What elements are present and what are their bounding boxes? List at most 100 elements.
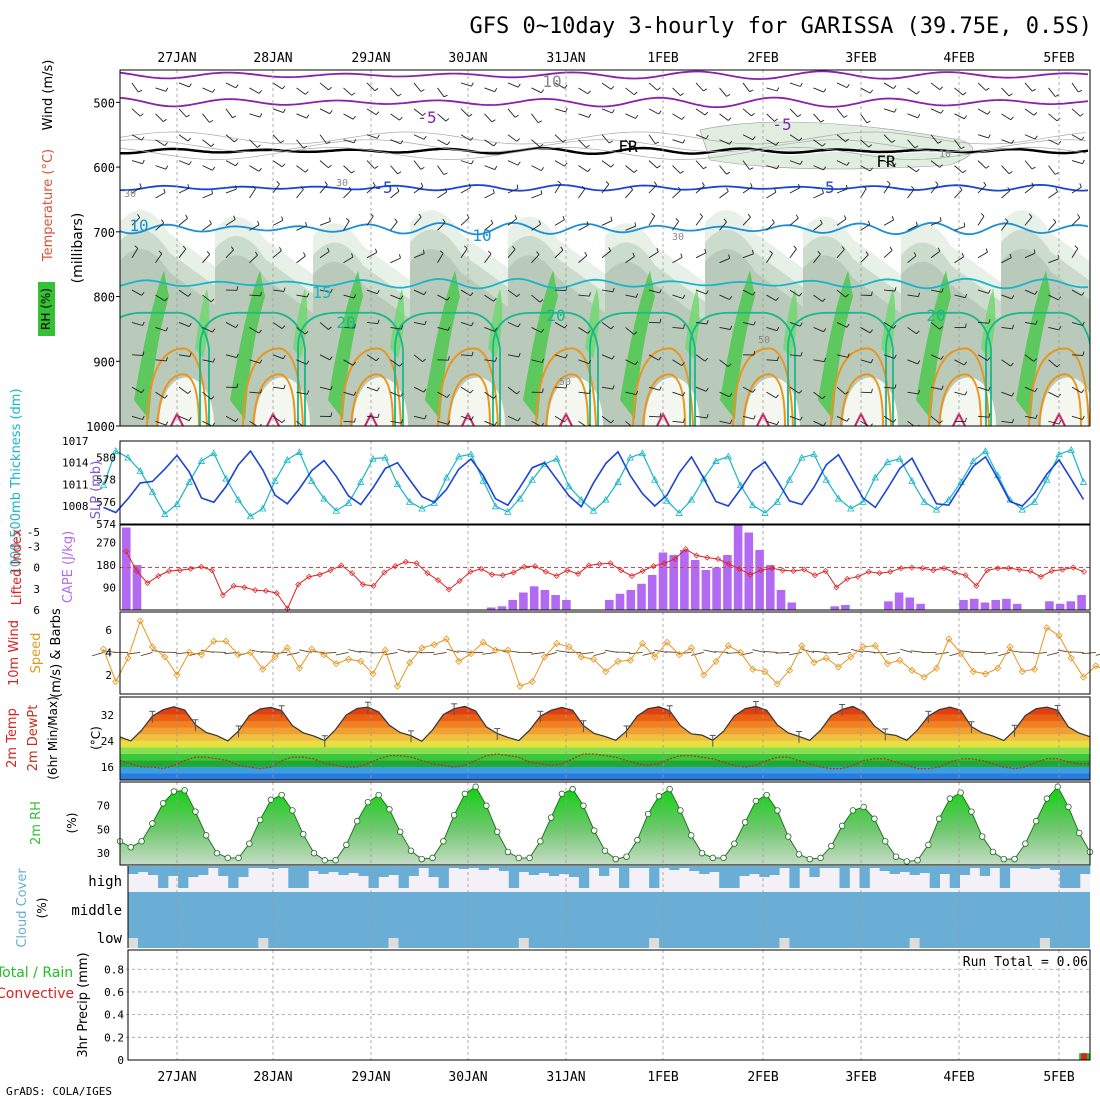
rh-point <box>375 791 382 799</box>
wind-barb <box>656 248 659 253</box>
wind-barb <box>601 160 612 168</box>
rh-point <box>591 827 598 834</box>
wind-barb <box>612 287 615 292</box>
panel-frame <box>119 69 1091 427</box>
wind-barb <box>446 296 451 301</box>
rh-point <box>192 808 199 815</box>
wind-barb <box>155 420 166 426</box>
wind-barb <box>941 385 944 390</box>
wind-barb <box>801 649 815 653</box>
wind-barb <box>319 322 329 330</box>
wind-barb <box>328 86 332 91</box>
rh-point <box>515 854 522 862</box>
y-tick-label: 270 <box>96 537 116 550</box>
thickness-point <box>896 454 904 462</box>
wind-barb <box>742 216 751 226</box>
cloud-high-bar <box>388 866 399 875</box>
y-tick-label: 16 <box>101 761 114 774</box>
wind-barb <box>862 185 867 189</box>
wind-speed-point <box>712 657 720 665</box>
li-point <box>1048 568 1055 575</box>
wind-barb <box>202 327 213 333</box>
wind-barb <box>366 82 376 92</box>
wind-barb <box>155 359 167 362</box>
y-tick-label: 580 <box>96 452 116 465</box>
thickness-point <box>528 475 536 483</box>
wind-barb <box>672 326 684 329</box>
wind-barb <box>588 292 591 297</box>
wind-barb <box>178 289 189 297</box>
rh-high <box>818 270 853 420</box>
wind-speed-point <box>148 643 157 651</box>
rh-point <box>203 832 210 839</box>
wind-barb <box>719 420 731 425</box>
wind-barb <box>437 113 447 122</box>
wind-barb <box>531 193 542 199</box>
wind-barb <box>390 113 400 121</box>
wind-barb <box>601 386 613 390</box>
wind-barb <box>249 649 263 653</box>
wind-barb <box>915 221 918 226</box>
wind-speed-point <box>822 654 830 662</box>
rh-point <box>1076 829 1083 837</box>
wind-barb <box>202 294 212 303</box>
level-label-middle: middle <box>71 903 122 919</box>
wind-barb <box>850 648 864 653</box>
wind-barb <box>531 139 541 148</box>
precip-convective-bar <box>1081 1053 1087 1060</box>
wind-barb <box>343 256 354 264</box>
li-point <box>650 563 657 570</box>
wind-barb <box>984 652 998 655</box>
cloud-high-bar <box>789 866 800 888</box>
wind-barb <box>959 650 974 653</box>
contour-label: -5 <box>373 178 392 197</box>
wind-barb <box>894 287 897 292</box>
wind-barb <box>789 322 801 327</box>
wind-barb <box>490 219 494 224</box>
wind-barb <box>860 327 871 334</box>
li-point <box>349 570 356 577</box>
wind-speed-point <box>883 660 892 668</box>
wind-barb <box>578 224 589 231</box>
wind-barb <box>300 186 304 190</box>
contour-label: -5 <box>772 115 791 134</box>
wind-barb <box>328 164 332 169</box>
wind-barb <box>272 354 284 360</box>
wind-barb <box>155 165 167 170</box>
li-point <box>596 560 603 567</box>
wind-barb <box>281 325 286 329</box>
thickness-point <box>320 494 328 502</box>
rh-point <box>731 840 738 847</box>
wind-speed-point <box>197 651 206 659</box>
wind-barb <box>601 82 612 90</box>
wind-barb <box>907 113 918 119</box>
wind-barb <box>964 293 968 298</box>
wind-barb <box>377 134 380 139</box>
wind-barb <box>911 185 915 190</box>
wind-barb <box>249 165 260 172</box>
wind-barb <box>727 117 732 121</box>
wind-barb <box>1033 249 1036 254</box>
wind-barb <box>155 113 164 122</box>
wind-barb <box>343 294 355 299</box>
contour-label: FR <box>876 152 896 171</box>
wind-barb <box>272 219 284 226</box>
rh-point <box>440 838 447 845</box>
temp-band <box>120 740 1090 748</box>
wind-barb <box>1095 653 1100 656</box>
wind-barb <box>937 247 941 252</box>
wind-speed-point <box>785 666 794 674</box>
wind-barb <box>366 216 374 226</box>
wind-barb <box>678 186 681 191</box>
wind-barb <box>766 191 777 199</box>
wind-barb <box>319 160 329 169</box>
wind-barb <box>1010 116 1014 121</box>
wind-barb <box>390 221 398 231</box>
wind-barb <box>935 652 949 655</box>
wind-barb <box>752 388 756 393</box>
rh-point <box>127 844 134 851</box>
li-point <box>865 568 872 575</box>
wind-barb <box>965 417 967 422</box>
wind-barb <box>400 419 404 424</box>
wind-speed-point <box>614 657 622 665</box>
